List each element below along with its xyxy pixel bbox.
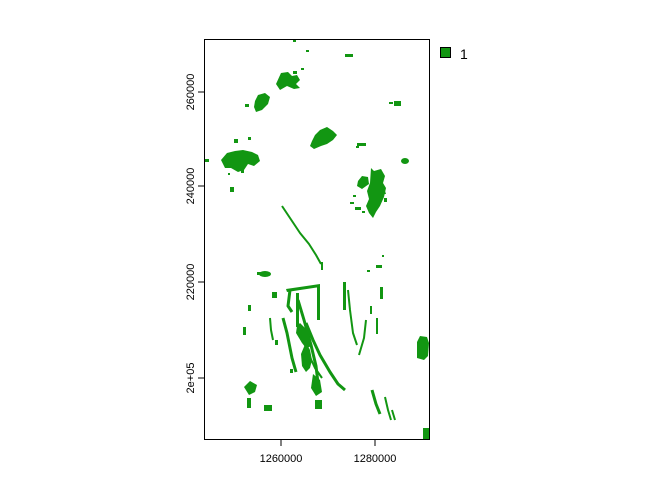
raster-patch-8 <box>394 101 401 106</box>
raster-patch-49 <box>311 374 322 396</box>
raster-patch-54 <box>376 318 378 334</box>
raster-patch-31 <box>259 271 271 277</box>
raster-patch-23 <box>369 191 386 195</box>
raster-patch-45 <box>301 342 312 372</box>
y-tick-label-3: 260000 <box>185 74 197 111</box>
raster-patch-17 <box>228 173 230 175</box>
raster-patch-53 <box>370 306 372 314</box>
raster-patch-61 <box>244 381 257 395</box>
y-tick-label-1: 220000 <box>185 264 197 301</box>
map-frame <box>204 39 430 440</box>
raster-patch-7 <box>245 104 249 107</box>
x-tick-label-0: 1260000 <box>260 453 303 465</box>
raster-patch-4 <box>276 72 300 90</box>
raster-patch-51 <box>347 289 358 346</box>
legend: 1 <box>440 46 468 62</box>
raster-patch-58 <box>269 317 274 341</box>
raster-patch-67 <box>391 409 396 421</box>
raster-patches <box>205 39 429 439</box>
raster-patch-10 <box>310 127 337 149</box>
raster-patch-42 <box>296 323 312 348</box>
raster-patch-46 <box>281 317 298 373</box>
raster-patch-30 <box>321 262 323 270</box>
raster-patch-44 <box>304 322 346 392</box>
raster-patch-9 <box>389 102 393 104</box>
raster-patch-59 <box>417 336 429 360</box>
raster-patch-35 <box>367 270 370 272</box>
raster-patch-20 <box>401 158 409 164</box>
raster-patch-56 <box>248 305 251 311</box>
raster-patch-24 <box>384 198 387 202</box>
raster-patch-34 <box>382 255 384 257</box>
raster-patch-66 <box>384 396 392 421</box>
raster-patch-13 <box>221 150 260 172</box>
raster-patch-16 <box>205 159 209 162</box>
y-tick-label-0: 2e+05 <box>185 363 197 394</box>
y-tick-label-2: 240000 <box>185 168 197 205</box>
raster-patch-40 <box>286 289 294 313</box>
raster-patch-55 <box>358 319 367 356</box>
x-tick-label-1: 1280000 <box>354 453 397 465</box>
raster-patch-48 <box>290 369 293 373</box>
raster-patch-65 <box>370 389 382 415</box>
raster-patch-57 <box>243 327 246 335</box>
raster-patch-1 <box>306 50 309 52</box>
raster-patch-6 <box>254 93 270 112</box>
raster-patch-50 <box>343 282 346 310</box>
raster-patch-2 <box>345 54 353 57</box>
raster-patch-62 <box>247 398 251 408</box>
raster-patch-5 <box>293 71 297 74</box>
raster-patch-12 <box>356 146 359 148</box>
raster-patch-25 <box>353 195 356 197</box>
raster-patch-64 <box>315 400 322 409</box>
raster-patch-36 <box>286 284 320 292</box>
raster-patch-11 <box>357 143 366 146</box>
raster-patch-29 <box>281 205 322 265</box>
raster-patch-21 <box>357 176 369 189</box>
raster-patch-60 <box>423 428 429 439</box>
raster-patch-47 <box>275 340 278 345</box>
raster-patch-33 <box>376 265 382 268</box>
raster-patch-63 <box>264 405 272 411</box>
raster-patch-32 <box>257 272 261 275</box>
x-axis: 1260000 1280000 <box>260 440 397 465</box>
raster-patch-15 <box>248 137 251 140</box>
raster-patch-3 <box>301 68 304 70</box>
raster-patch-38 <box>317 286 320 320</box>
raster-patch-18 <box>241 170 244 173</box>
raster-patch-19 <box>230 187 234 192</box>
raster-patch-37 <box>296 293 299 327</box>
legend-swatch <box>440 47 451 58</box>
raster-patch-52 <box>380 287 383 299</box>
raster-patch-26 <box>350 202 354 204</box>
y-axis: 2e+05 220000 240000 260000 <box>185 74 204 394</box>
legend-label: 1 <box>460 46 468 62</box>
raster-patch-39 <box>272 292 277 298</box>
raster-patch-0 <box>293 39 296 42</box>
raster-patch-14 <box>234 139 238 143</box>
raster-patch-28 <box>362 211 365 213</box>
raster-patch-27 <box>355 207 361 210</box>
